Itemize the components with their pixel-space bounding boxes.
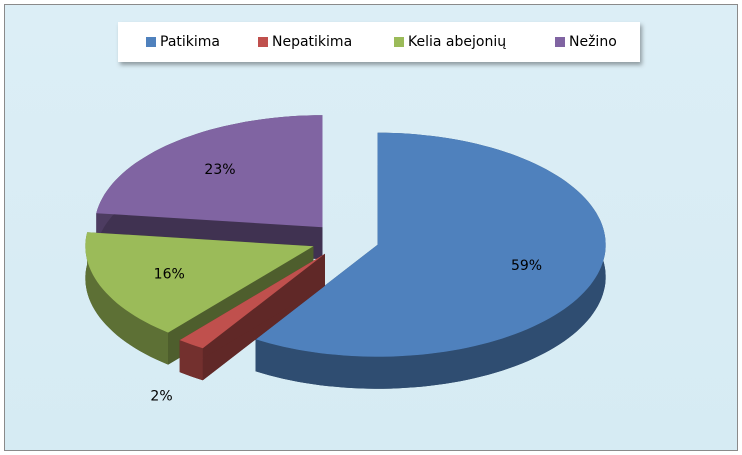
legend-label: Nežino — [569, 34, 617, 50]
slice — [179, 253, 325, 349]
slice-group — [179, 253, 325, 381]
pie: 59% 2% 16% 23% — [85, 115, 606, 404]
legend-swatch — [146, 37, 156, 47]
slice-wall — [179, 253, 325, 373]
legend-swatch — [394, 37, 404, 47]
slice — [255, 132, 606, 357]
legend-label: Patikima — [160, 34, 220, 50]
legend: Patikima Nepatikima Kelia abejonių Nežino — [146, 34, 617, 50]
slice — [85, 232, 314, 333]
slice-edge — [85, 232, 169, 365]
slice-group — [255, 132, 606, 389]
data-label: 23% — [204, 162, 235, 178]
slice — [96, 115, 323, 228]
legend-label: Nepatikima — [272, 34, 352, 50]
data-label: 16% — [154, 266, 185, 282]
legend-box — [118, 22, 640, 62]
slice-edge — [179, 340, 203, 381]
legend-swatch — [555, 37, 565, 47]
slice-edge — [255, 132, 606, 389]
legend-label: Kelia abejonių — [408, 34, 506, 50]
data-label: 2% — [150, 388, 172, 404]
data-label: 59% — [511, 258, 542, 274]
legend-swatch — [258, 37, 268, 47]
